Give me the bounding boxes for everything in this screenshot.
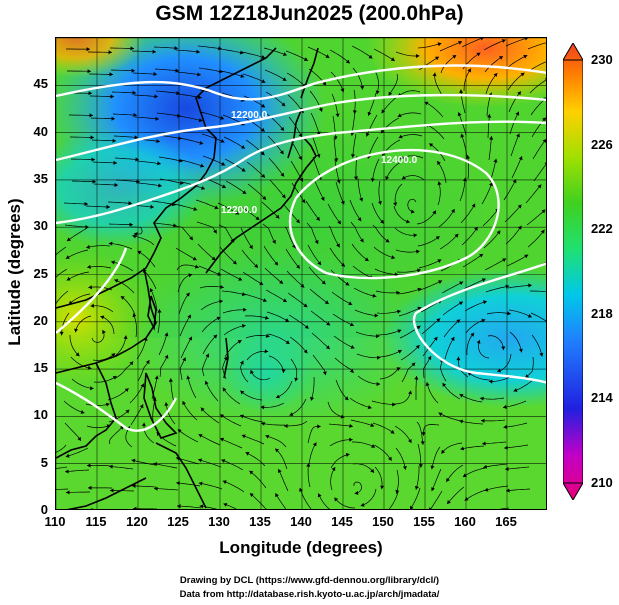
contour-label: 12200.0 bbox=[221, 205, 258, 216]
colorbar-tick-label: 222 bbox=[591, 221, 613, 237]
x-tick-label: 145 bbox=[331, 514, 353, 529]
x-tick-label: 160 bbox=[454, 514, 476, 529]
colorbar-tick-label: 230 bbox=[591, 52, 613, 67]
y-tick-label: 15 bbox=[33, 360, 48, 376]
colorbar bbox=[563, 43, 583, 500]
contour-label: 12400.0 bbox=[381, 155, 418, 166]
x-tick-label: 115 bbox=[85, 514, 107, 529]
map-title: GSM 12Z18Jun2025 (200.0hPa) bbox=[155, 2, 464, 25]
y-tick-label: 0 bbox=[40, 502, 48, 517]
x-tick-label: 140 bbox=[290, 514, 312, 529]
y-axis-label: Latitude (degrees) bbox=[5, 198, 24, 346]
colorbar-tick-label: 214 bbox=[591, 390, 613, 406]
x-tick-label: 165 bbox=[495, 514, 517, 529]
x-tick-label: 125 bbox=[167, 514, 189, 529]
y-tick-label: 35 bbox=[33, 170, 48, 186]
x-tick-label: 130 bbox=[208, 514, 230, 529]
wind-arrowheads bbox=[56, 38, 546, 509]
colorbar-tick-label: 210 bbox=[591, 475, 613, 490]
x-tick-label: 110 bbox=[44, 514, 66, 529]
colorbar-tick-label: 218 bbox=[591, 305, 613, 321]
coastlines bbox=[56, 47, 319, 509]
x-tick-label: 155 bbox=[413, 514, 435, 529]
credit-data: Data from http://database.rish.kyoto-u.a… bbox=[179, 589, 440, 600]
y-tick-label: 25 bbox=[33, 265, 48, 281]
x-tick-label: 120 bbox=[126, 514, 148, 529]
map-svg: 12200.0 12400.0 12200.0 bbox=[56, 38, 546, 509]
y-tick-label: 10 bbox=[33, 407, 48, 423]
geopotential-contours bbox=[56, 64, 546, 432]
y-tick-label: 40 bbox=[33, 123, 48, 139]
credit-drawing: Drawing by DCL (https://www.gfd-dennou.o… bbox=[179, 575, 440, 586]
map-plot-area: 12200.0 12400.0 12200.0 bbox=[55, 37, 547, 510]
x-axis-label: Longitude (degrees) bbox=[219, 538, 383, 557]
y-tick-label: 30 bbox=[33, 218, 48, 234]
y-tick-label: 20 bbox=[33, 312, 48, 328]
y-tick-label: 5 bbox=[40, 454, 48, 470]
contour-label: 12200.0 bbox=[231, 110, 268, 121]
colorbar-tick-label: 226 bbox=[591, 136, 613, 152]
x-tick-label: 150 bbox=[372, 514, 394, 529]
y-tick-label: 45 bbox=[33, 76, 48, 92]
x-tick-label: 135 bbox=[249, 514, 271, 529]
